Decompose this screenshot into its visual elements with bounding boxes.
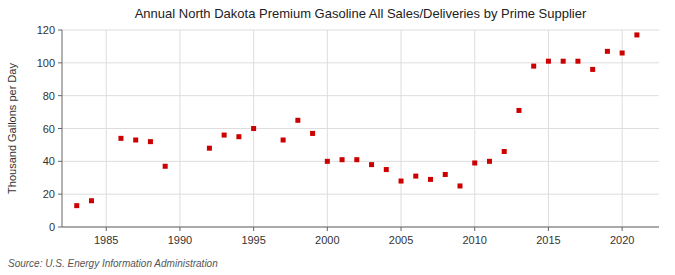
point: [531, 64, 536, 69]
x-tick: [106, 227, 107, 231]
point: [163, 164, 168, 169]
y-tick: [58, 194, 62, 195]
y-grid-line: [62, 30, 659, 31]
point: [605, 49, 610, 54]
point: [384, 167, 389, 172]
x-tick: [179, 227, 180, 231]
point: [428, 177, 433, 182]
point: [487, 159, 492, 164]
points: [74, 32, 639, 208]
y-tick: [58, 95, 62, 96]
point: [620, 50, 625, 55]
x-tick-label: 2005: [389, 234, 413, 246]
y-tick-label: 80: [43, 90, 55, 102]
x-tick: [474, 227, 475, 231]
x-tick: [548, 227, 549, 231]
y-tick: [58, 30, 62, 31]
y-grid-line: [62, 194, 659, 195]
point: [590, 67, 595, 72]
point: [310, 131, 315, 136]
y-grid-line: [62, 62, 659, 63]
chart: 0 20 40 60 80 100 120 1985 1990 1995 2000 2005 2010 2…: [0, 0, 675, 275]
x-grid-line: [401, 30, 402, 227]
point: [281, 137, 286, 142]
title: Annual North Dakota Premium Gasoline All…: [135, 6, 587, 21]
point: [458, 183, 463, 188]
y-tick-label: 40: [43, 155, 55, 167]
point: [133, 137, 138, 142]
point: [516, 108, 521, 113]
point: [251, 126, 256, 131]
point: [413, 174, 418, 179]
point: [325, 159, 330, 164]
y-axis-label: Thousand Gallons per Day: [6, 63, 18, 194]
x-tick-label: 1995: [241, 234, 265, 246]
point: [502, 149, 507, 154]
y-tick: [58, 62, 62, 63]
x-tick: [327, 227, 328, 231]
point: [369, 162, 374, 167]
point: [222, 133, 227, 138]
point: [546, 59, 551, 64]
y-tick-label: 60: [43, 123, 55, 135]
point: [236, 134, 241, 139]
y-tick-label: 0: [49, 221, 55, 233]
x-tick: [401, 227, 402, 231]
point: [575, 59, 580, 64]
y-tick: [58, 227, 62, 228]
y-grid-line: [62, 128, 659, 129]
y-axis-line: [62, 30, 63, 227]
x-tick-label: 1990: [168, 234, 192, 246]
x-axis-line: [62, 227, 659, 228]
point: [472, 160, 477, 165]
point: [148, 139, 153, 144]
grid: [62, 30, 659, 227]
point: [340, 157, 345, 162]
x-tick-label: 1985: [94, 234, 118, 246]
x-grid-line: [622, 30, 623, 227]
y-tick-label: 20: [43, 188, 55, 200]
x-tick-label: 2020: [610, 234, 634, 246]
y-grid-line: [62, 161, 659, 162]
y-tick-label: 120: [37, 24, 55, 36]
y-tick: [58, 128, 62, 129]
x-tick: [622, 227, 623, 231]
x-grid-line: [179, 30, 180, 227]
y-grid-line: [62, 95, 659, 96]
y-tick-label: 100: [37, 57, 55, 69]
point: [295, 118, 300, 123]
y-tick: [58, 161, 62, 162]
axes: 0 20 40 60 80 100 120 1985 1990 1995 2000 2005 2010 2…: [37, 24, 659, 246]
x-grid-line: [327, 30, 328, 227]
point: [354, 157, 359, 162]
point: [89, 198, 94, 203]
x-tick-label: 2010: [462, 234, 486, 246]
x-grid-line: [474, 30, 475, 227]
point: [443, 172, 448, 177]
point: [634, 32, 639, 37]
point: [207, 146, 212, 151]
point: [74, 203, 79, 208]
x-tick-label: 2000: [315, 234, 339, 246]
x-tick-label: 2015: [536, 234, 560, 246]
source-note: Source: U.S. Energy Information Administ…: [8, 258, 218, 269]
point: [561, 59, 566, 64]
point: [399, 179, 404, 184]
y-grid-line: [62, 227, 659, 228]
x-tick: [253, 227, 254, 231]
x-grid-line: [106, 30, 107, 227]
point: [118, 136, 123, 141]
